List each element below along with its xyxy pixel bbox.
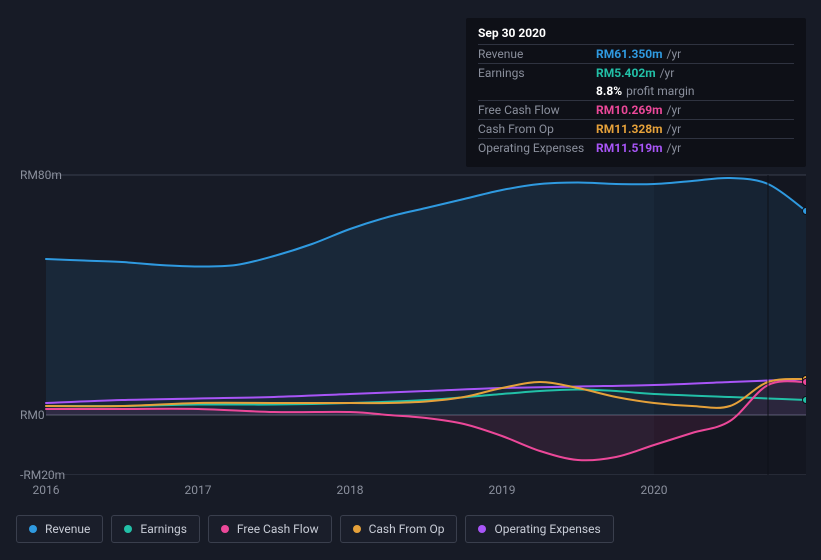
x-tick-label: 2018 [337,483,364,497]
tooltip-row-unit: /yr [667,103,682,117]
tooltip-row-value: RM11.519m [596,141,663,155]
tooltip-row-label: Operating Expenses [478,141,596,155]
legend-item-operating_expenses[interactable]: Operating Expenses [465,515,613,543]
legend-dot-icon [29,525,37,533]
x-tick-label: 2019 [489,483,516,497]
legend-item-label: Revenue [45,522,90,536]
tooltip-row-unit: /yr [667,47,682,61]
financials-tooltip: Sep 30 2020 RevenueRM61.350m/yrEarningsR… [466,18,806,167]
tooltip-rows: RevenueRM61.350m/yrEarningsRM5.402m/yr8.… [478,44,794,157]
tooltip-row-value: RM11.328m [596,122,663,136]
legend-dot-icon [478,525,486,533]
y-tick-label: RM0 [20,408,45,422]
y-tick-label: -RM20m [20,468,65,482]
legend-item-free_cash_flow[interactable]: Free Cash Flow [208,515,332,543]
legend-item-label: Free Cash Flow [237,522,319,536]
tooltip-row: RevenueRM61.350m/yr [478,44,794,63]
tooltip-row-label: Free Cash Flow [478,103,596,117]
financials-chart[interactable]: RM80mRM0-RM20m [16,155,806,475]
tooltip-row-value: RM10.269m [596,103,663,117]
legend-dot-icon [221,525,229,533]
tooltip-date: Sep 30 2020 [478,26,794,40]
legend-item-earnings[interactable]: Earnings [111,515,200,543]
tooltip-row-value: RM5.402m [596,66,656,80]
chart-legend: Revenue Earnings Free Cash Flow Cash From O… [16,515,614,543]
tooltip-row: Free Cash FlowRM10.269m/yr [478,100,794,119]
tooltip-row-label: Revenue [478,47,596,61]
tooltip-row: 8.8% profit margin [478,82,794,100]
tooltip-row-value: RM61.350m [596,47,663,61]
tooltip-row-value: 8.8% [596,84,622,98]
legend-item-cash_from_op[interactable]: Cash From Op [340,515,458,543]
chart-canvas [16,155,806,475]
x-tick-label: 2016 [33,483,60,497]
legend-dot-icon [353,525,361,533]
tooltip-row: EarningsRM5.402m/yr [478,63,794,82]
y-tick-label: RM80m [20,168,62,182]
tooltip-row-unit: /yr [667,141,682,155]
tooltip-row-unit: /yr [660,66,675,80]
tooltip-row-unit: profit margin [626,84,694,98]
tooltip-row-label: Cash From Op [478,122,596,136]
x-axis-labels: 2016 2017 2018 2019 2020 [16,483,806,499]
tooltip-row-unit: /yr [667,122,682,136]
legend-item-revenue[interactable]: Revenue [16,515,103,543]
tooltip-row: Cash From OpRM11.328m/yr [478,119,794,138]
tooltip-row-label: Earnings [478,66,596,80]
legend-dot-icon [124,525,132,533]
legend-item-label: Earnings [140,522,187,536]
x-tick-label: 2017 [185,483,212,497]
legend-item-label: Operating Expenses [494,522,600,536]
legend-item-label: Cash From Op [369,522,445,536]
x-tick-label: 2020 [641,483,668,497]
